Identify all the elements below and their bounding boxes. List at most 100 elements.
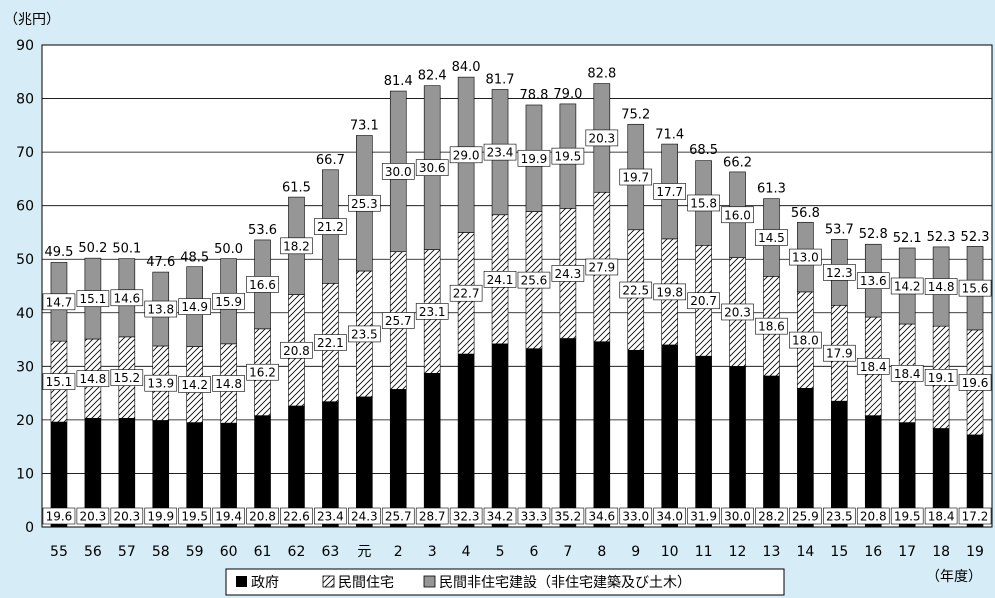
- label-housing-box: [823, 344, 856, 362]
- label-government: 19.9: [147, 510, 174, 524]
- label-nonresidential: 15.8: [690, 196, 717, 210]
- label-government: 35.2: [555, 510, 582, 524]
- x-tick-label: 13: [763, 544, 781, 560]
- label-housing: 24.3: [555, 267, 582, 281]
- label-government: 22.6: [283, 510, 310, 524]
- label-housing: 13.9: [147, 377, 174, 391]
- label-government-box: [76, 507, 110, 525]
- label-housing-box: [415, 303, 449, 320]
- label-government-box: [890, 507, 924, 525]
- bar-government: [729, 366, 746, 528]
- label-housing-box: [517, 271, 551, 289]
- label-nonresidential-box: [856, 272, 890, 289]
- label-nonresidential: 18.2: [283, 239, 310, 253]
- total-label: 73.1: [350, 119, 379, 134]
- x-tick-label: 8: [597, 544, 606, 560]
- label-housing-box: [721, 303, 754, 321]
- x-tick-label: 6: [530, 544, 539, 560]
- total-label: 79.0: [553, 87, 582, 102]
- y-tick-label: 80: [16, 92, 34, 108]
- x-tick-label: 15: [830, 544, 848, 560]
- label-nonresidential: 21.2: [317, 220, 344, 234]
- label-housing-box: [212, 375, 245, 392]
- label-housing-box: [619, 281, 653, 299]
- label-government: 31.9: [690, 510, 717, 524]
- label-government: 18.4: [928, 510, 955, 524]
- label-nonresidential: 15.9: [215, 295, 242, 309]
- x-tick-label: 9: [631, 544, 640, 560]
- label-government-box: [449, 507, 483, 525]
- x-tick-label: 59: [186, 544, 204, 560]
- label-nonresidential: 14.7: [46, 295, 73, 309]
- x-tick-label: 2: [394, 544, 403, 560]
- label-housing-box: [110, 369, 144, 386]
- x-tick-label: 18: [932, 544, 950, 560]
- label-nonresidential-box: [348, 194, 381, 212]
- label-housing-box: [755, 317, 788, 335]
- label-nonresidential-box: [449, 146, 483, 164]
- label-government: 19.5: [181, 510, 208, 524]
- label-nonresidential: 23.4: [487, 146, 514, 160]
- label-government: 23.4: [317, 510, 344, 524]
- label-government: 17.2: [962, 510, 989, 524]
- label-nonresidential-box: [687, 194, 720, 212]
- legend-swatch-housing: [322, 575, 335, 588]
- label-government-box: [348, 507, 381, 525]
- label-government-box: [619, 507, 653, 525]
- total-label: 66.7: [316, 153, 345, 168]
- y-tick-label: 30: [16, 359, 34, 375]
- label-housing: 20.3: [724, 305, 751, 319]
- x-tick-label: 16: [864, 544, 882, 560]
- bar-government: [389, 389, 407, 528]
- label-nonresidential: 19.9: [521, 152, 548, 166]
- label-government: 34.6: [588, 510, 615, 524]
- label-nonresidential: 15.6: [962, 282, 989, 296]
- label-housing: 19.1: [928, 371, 955, 385]
- total-label: 50.0: [214, 242, 243, 257]
- label-housing: 22.5: [622, 284, 649, 298]
- label-government: 33.3: [521, 510, 548, 524]
- total-label: 82.8: [587, 67, 616, 82]
- label-nonresidential: 29.0: [453, 148, 480, 162]
- label-housing: 23.1: [419, 305, 446, 319]
- legend-label-housing: 民間住宅: [338, 575, 394, 591]
- label-nonresidential-box: [381, 163, 415, 180]
- label-government-box: [212, 507, 245, 525]
- label-nonresidential: 13.6: [860, 274, 887, 288]
- label-housing: 19.6: [962, 376, 989, 390]
- label-government-box: [381, 507, 415, 525]
- total-label: 50.2: [78, 241, 107, 256]
- bar-government: [559, 338, 577, 528]
- label-nonresidential: 30.0: [385, 165, 412, 179]
- total-label: 52.8: [859, 227, 888, 242]
- label-nonresidential: 30.6: [419, 161, 446, 175]
- label-nonresidential-box: [178, 298, 211, 315]
- total-label: 61.5: [282, 181, 311, 196]
- label-nonresidential-box: [721, 206, 754, 224]
- x-tick-label: 元: [357, 544, 371, 560]
- label-housing: 15.1: [46, 375, 73, 389]
- label-housing: 14.2: [181, 378, 208, 392]
- total-label: 61.3: [757, 182, 786, 197]
- x-tick-label: 62: [288, 544, 306, 560]
- y-tick-label: 70: [16, 145, 34, 161]
- label-government: 25.7: [385, 510, 412, 524]
- x-tick-label: 61: [254, 544, 272, 560]
- label-government-box: [823, 507, 856, 525]
- label-nonresidential: 14.9: [181, 300, 208, 314]
- x-tick-label: 7: [563, 544, 572, 560]
- x-tick-label: 57: [118, 544, 136, 560]
- label-nonresidential-box: [517, 149, 551, 167]
- label-housing: 18.6: [758, 320, 785, 334]
- label-government: 19.6: [46, 510, 73, 524]
- label-nonresidential-box: [823, 264, 856, 281]
- label-housing: 20.8: [283, 344, 310, 358]
- label-nonresidential: 17.7: [656, 185, 683, 199]
- label-nonresidential-box: [144, 300, 178, 318]
- label-government-box: [924, 507, 958, 525]
- total-label: 50.1: [112, 242, 141, 257]
- total-label: 56.8: [791, 206, 820, 221]
- label-housing-box: [76, 370, 110, 387]
- label-housing-box: [381, 312, 415, 329]
- label-housing-box: [246, 363, 279, 381]
